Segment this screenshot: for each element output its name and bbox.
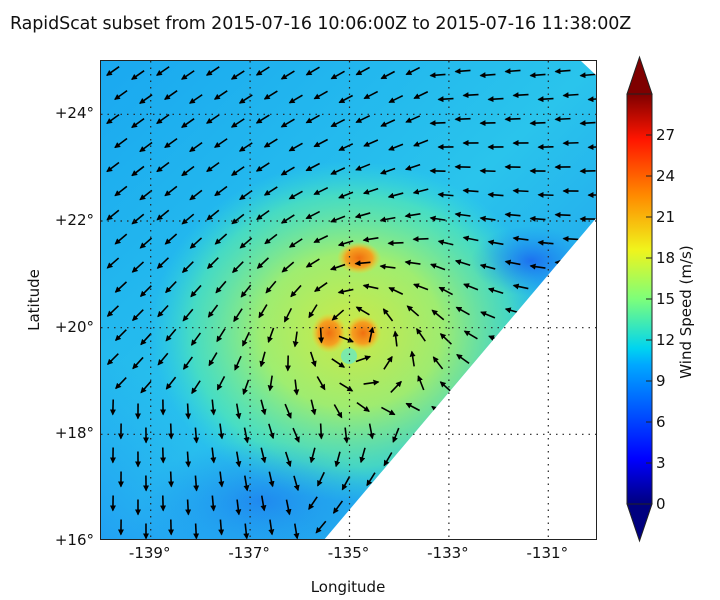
y-tick-label: +22° — [54, 211, 94, 229]
colorbar-tick-label: 15 — [656, 290, 676, 308]
y-tick-label: +20° — [54, 317, 94, 336]
plot-area — [100, 60, 597, 540]
y-tick-label: +24° — [54, 104, 94, 123]
colorbar-label: Wind Speed (m/s) — [677, 245, 695, 379]
colorbar-tick-label: 6 — [656, 413, 666, 431]
colorbar-tick-label: 24 — [656, 167, 676, 185]
x-axis-label: Longitude — [310, 578, 386, 596]
y-tick-label: +16° — [54, 531, 94, 549]
colorbar-tick-label: 9 — [656, 372, 666, 390]
x-tick-label: -135° — [327, 544, 370, 562]
colorbar-tick-label: 12 — [656, 331, 676, 349]
x-tick-label: -133° — [427, 544, 469, 562]
colorbar-tick-label: 27 — [656, 126, 676, 144]
y-axis-label: Latitude — [25, 269, 43, 331]
chart-title: RapidScat subset from 2015-07-16 10:06:0… — [10, 14, 632, 34]
x-tick-label: -137° — [228, 544, 270, 562]
colorbar-tick-label: 3 — [656, 454, 666, 472]
wind-field-map — [101, 61, 596, 539]
colorbar — [626, 55, 653, 543]
y-tick-label: +18° — [54, 424, 94, 443]
colorbar-tick-label: 0 — [656, 495, 666, 513]
x-tick-label: -131° — [526, 544, 569, 562]
colorbar-tick-label: 21 — [656, 208, 676, 226]
colorbar-tick-label: 18 — [656, 249, 676, 267]
x-tick-label: -139° — [128, 544, 171, 562]
